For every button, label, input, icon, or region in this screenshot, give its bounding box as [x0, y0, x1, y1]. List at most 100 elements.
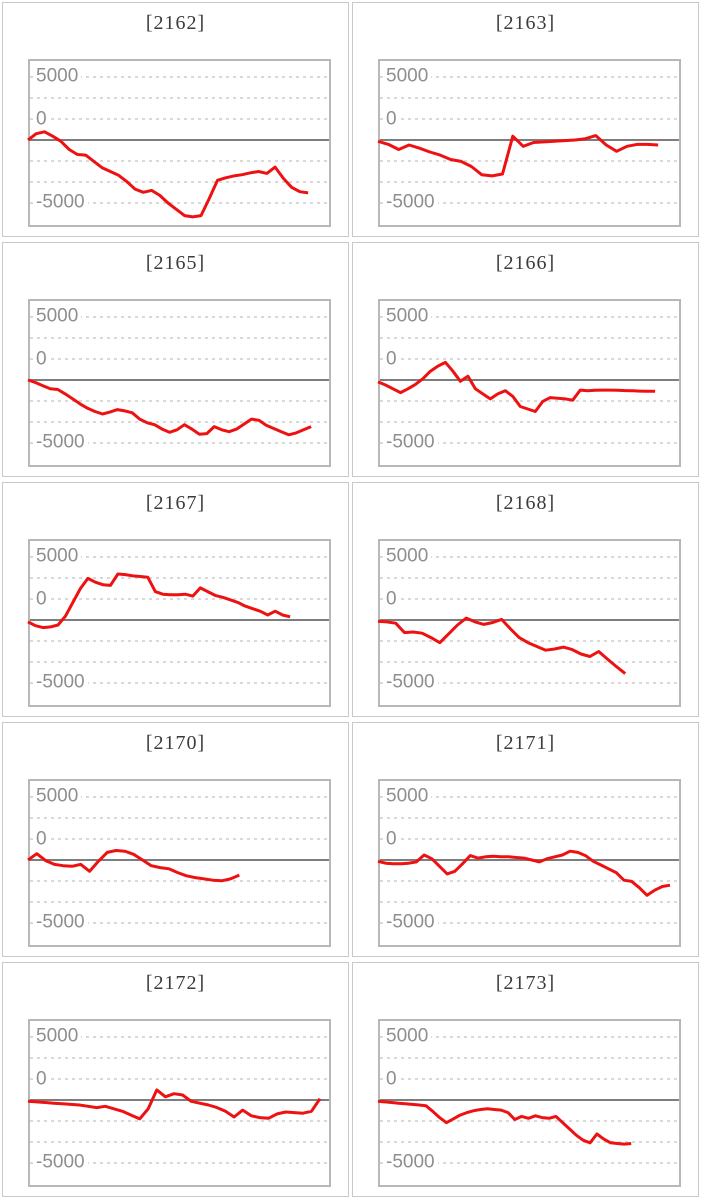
- zero-line: [30, 139, 329, 141]
- gridline: [380, 1141, 679, 1143]
- plot-area: 5000 0 -5000: [377, 1019, 681, 1187]
- gridline: [30, 316, 329, 318]
- gridline: [30, 838, 329, 840]
- chart-panel-2163: [2163] 5000 0 -5000: [352, 2, 699, 237]
- gridline: [380, 817, 679, 819]
- y-axis-label: 0: [34, 1069, 50, 1090]
- plot-area: 5000 0 -5000: [27, 539, 331, 707]
- gridline: [30, 1141, 329, 1143]
- gridline: [380, 1162, 679, 1164]
- plot-area: 5000 0 -5000: [377, 539, 681, 707]
- series-line: [377, 1099, 632, 1146]
- series-plot: [377, 360, 656, 413]
- gridline: [380, 337, 679, 339]
- gridline: [380, 838, 679, 840]
- chart-panel-2165: [2165] 5000 0 -5000: [2, 242, 349, 477]
- zero-line: [30, 619, 329, 621]
- gridline: [30, 880, 329, 882]
- chart-title: [2173]: [495, 972, 556, 994]
- gridline: [30, 160, 329, 162]
- gridline: [380, 202, 679, 204]
- chart-title: [2167]: [145, 492, 206, 514]
- series-plot: [27, 130, 309, 219]
- series-line: [377, 360, 656, 413]
- gridline: [30, 442, 329, 444]
- y-axis-label: 0: [384, 349, 400, 370]
- series-plot: [27, 572, 291, 630]
- y-axis-label: 0: [34, 589, 50, 610]
- zero-line: [380, 379, 679, 381]
- y-axis-label: -5000: [384, 432, 438, 453]
- gridline: [30, 661, 329, 663]
- y-axis-label: 0: [384, 1069, 400, 1090]
- gridline: [380, 421, 679, 423]
- chart-panel-2168: [2168] 5000 0 -5000: [352, 482, 699, 717]
- gridline: [380, 922, 679, 924]
- zero-line: [30, 859, 329, 861]
- gridline: [30, 556, 329, 558]
- series-line: [27, 572, 291, 630]
- gridline: [30, 76, 329, 78]
- series-line: [377, 134, 659, 178]
- y-axis-label: 0: [34, 349, 50, 370]
- chart-title: [2172]: [145, 972, 206, 994]
- y-axis-label: -5000: [384, 912, 438, 933]
- gridline: [30, 1162, 329, 1164]
- chart-panel-2167: [2167] 5000 0 -5000: [2, 482, 349, 717]
- series-plot: [27, 1088, 322, 1121]
- gridline: [30, 337, 329, 339]
- gridline: [380, 76, 679, 78]
- series-plot: [377, 134, 659, 178]
- gridline: [30, 640, 329, 642]
- gridline: [380, 358, 679, 360]
- y-axis-label: -5000: [34, 432, 88, 453]
- series-plot: [377, 616, 627, 675]
- gridline: [380, 442, 679, 444]
- y-axis-label: -5000: [384, 1152, 438, 1173]
- chart-title: [2168]: [495, 492, 556, 514]
- gridline: [30, 796, 329, 798]
- gridline: [380, 1057, 679, 1059]
- plot-area: 5000 0 -5000: [377, 779, 681, 947]
- y-axis-label: 5000: [384, 66, 432, 87]
- y-axis-label: 5000: [34, 546, 82, 567]
- series-plot: [27, 849, 240, 883]
- gridline: [30, 817, 329, 819]
- gridline: [380, 1036, 679, 1038]
- gridline: [380, 796, 679, 798]
- y-axis-label: 0: [384, 589, 400, 610]
- gridline: [30, 202, 329, 204]
- y-axis-label: 5000: [384, 786, 432, 807]
- gridline: [380, 118, 679, 120]
- gridline: [380, 1120, 679, 1122]
- y-axis-label: -5000: [34, 672, 88, 693]
- y-axis-label: -5000: [34, 1152, 88, 1173]
- gridline: [30, 922, 329, 924]
- zero-line: [380, 1099, 679, 1101]
- series-plot: [27, 378, 312, 437]
- gridline: [380, 682, 679, 684]
- chart-title: [2162]: [145, 12, 206, 34]
- y-axis-label: 0: [384, 829, 400, 850]
- y-axis-label: 0: [34, 829, 50, 850]
- gridline: [30, 97, 329, 99]
- series-line: [27, 849, 240, 883]
- gridline: [30, 1120, 329, 1122]
- chart-title: [2166]: [495, 252, 556, 274]
- gridline: [380, 400, 679, 402]
- zero-line: [380, 139, 679, 141]
- series-plot: [377, 1099, 632, 1146]
- y-axis-label: 5000: [384, 1026, 432, 1047]
- zero-line: [380, 619, 679, 621]
- series-line: [377, 849, 671, 897]
- series-line: [27, 378, 312, 437]
- series-line: [377, 616, 627, 675]
- zero-line: [30, 1099, 329, 1101]
- plot-area: 5000 0 -5000: [27, 299, 331, 467]
- plot-area: 5000 0 -5000: [27, 779, 331, 947]
- gridline: [30, 1057, 329, 1059]
- y-axis-label: -5000: [34, 192, 88, 213]
- chart-panel-2162: [2162] 5000 0 -5000: [2, 2, 349, 237]
- y-axis-label: 5000: [384, 546, 432, 567]
